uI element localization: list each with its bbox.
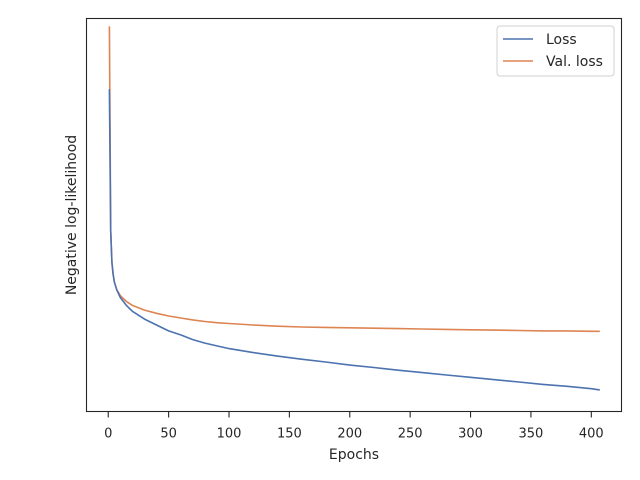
x-tick-label: 300 <box>458 427 483 442</box>
x-tick-label: 400 <box>579 427 604 442</box>
legend-label-loss: Loss <box>546 32 577 48</box>
x-tick-label: 150 <box>277 427 302 442</box>
x-tick-label: 350 <box>519 427 544 442</box>
series-line-loss <box>108 89 600 391</box>
legend-label-val-loss: Val. loss <box>546 54 603 70</box>
x-axis-ticks: 0 50 100 150 200 250 300 350 400 <box>104 411 604 442</box>
legend: Loss Val. loss <box>496 25 615 77</box>
y-axis-label: Negative log-likelihood <box>64 135 80 295</box>
series-layer <box>108 26 600 391</box>
plot-frame <box>85 17 623 413</box>
x-tick-label: 0 <box>104 427 112 442</box>
x-tick-label: 100 <box>217 427 242 442</box>
x-tick-label: 50 <box>160 427 177 442</box>
x-tick-label: 200 <box>337 427 362 442</box>
x-axis-label: Epochs <box>329 447 379 463</box>
x-tick-label: 250 <box>398 427 423 442</box>
